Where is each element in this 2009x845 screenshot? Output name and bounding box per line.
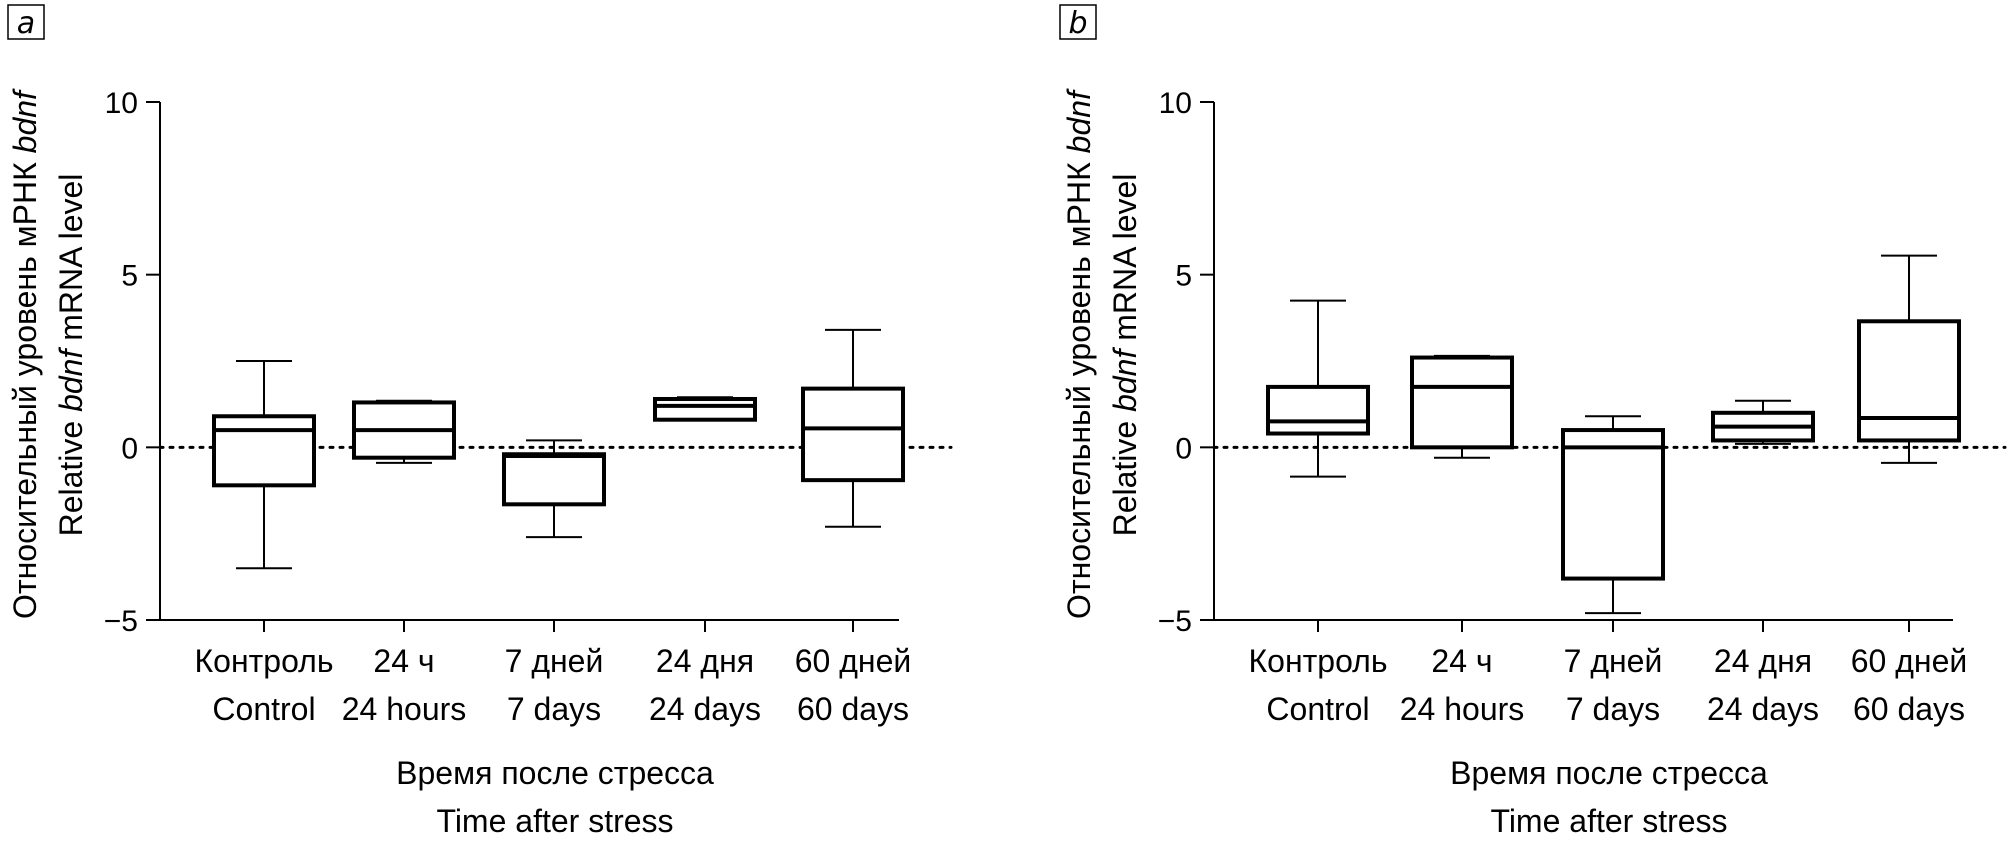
iqr-box <box>801 386 905 483</box>
category-label-en: 7 days <box>1566 691 1660 727</box>
panel-label: a <box>17 6 35 41</box>
panel-b: b 10 5 0 −5 Контроль Control 24 ч 24 hours 7 дней… <box>1059 4 2007 839</box>
y-tick-label: −5 <box>104 605 138 638</box>
x-axis-title-ru: Время после стресса <box>396 755 714 791</box>
category-label-en: 24 hours <box>342 691 467 727</box>
category-label-en: Control <box>1266 691 1369 727</box>
iqr-box <box>502 452 606 507</box>
y-tick-label: 10 <box>105 87 138 120</box>
panel-label: b <box>1068 6 1087 41</box>
y-tick-label: 0 <box>1175 432 1192 465</box>
y-axis-title-en: Relative bdnf mRNA level <box>1107 174 1143 537</box>
category-label-en: 24 days <box>649 691 761 727</box>
category-label-ru: 24 ч <box>373 643 434 679</box>
y-axis-title-ru: Относительный уровень мРНК bdnf <box>1061 88 1097 619</box>
x-axis-title-en: Time after stress <box>1490 803 1727 839</box>
category-label-ru: 7 дней <box>1564 643 1663 679</box>
category-label-ru: Контроль <box>1249 643 1388 679</box>
x-axis-title-en: Time after stress <box>436 803 673 839</box>
category-label-ru: 24 дня <box>1714 643 1812 679</box>
y-tick-label: 5 <box>121 260 138 293</box>
category-label-en: 24 hours <box>1400 691 1525 727</box>
category-label-en: Control <box>212 691 315 727</box>
iqr-box <box>1561 428 1665 581</box>
category-label-ru: 60 дней <box>795 643 912 679</box>
y-axis-title-en: Relative bdnf mRNA level <box>53 174 89 537</box>
category-label-ru: 24 дня <box>656 643 754 679</box>
y-tick-label: 10 <box>1159 87 1192 120</box>
category-label-en: 24 days <box>1707 691 1819 727</box>
panel-label-box <box>7 4 45 40</box>
x-axis-title-ru: Время после стресса <box>1450 755 1768 791</box>
category-label-ru: Контроль <box>195 643 334 679</box>
iqr-box <box>1266 384 1370 436</box>
category-label-en: 60 days <box>1853 691 1965 727</box>
panel-label-box <box>1059 4 1097 40</box>
category-label-ru: 7 дней <box>505 643 604 679</box>
panel-a: a 10 5 0 −5 Контроль Control 24 ч 24 hours 7 дней… <box>7 4 953 839</box>
y-tick-label: 0 <box>121 432 138 465</box>
category-label-ru: 60 дней <box>1851 643 1968 679</box>
iqr-box <box>653 396 757 422</box>
category-label-en: 7 days <box>507 691 601 727</box>
y-axis-title-ru: Относительный уровень мРНК bdnf <box>7 88 43 619</box>
iqr-box <box>1410 355 1514 450</box>
y-tick-label: 5 <box>1175 260 1192 293</box>
iqr-box <box>1857 319 1961 443</box>
category-label-ru: 24 ч <box>1431 643 1492 679</box>
category-label-en: 60 days <box>797 691 909 727</box>
iqr-box <box>212 414 316 488</box>
y-tick-label: −5 <box>1158 605 1192 638</box>
